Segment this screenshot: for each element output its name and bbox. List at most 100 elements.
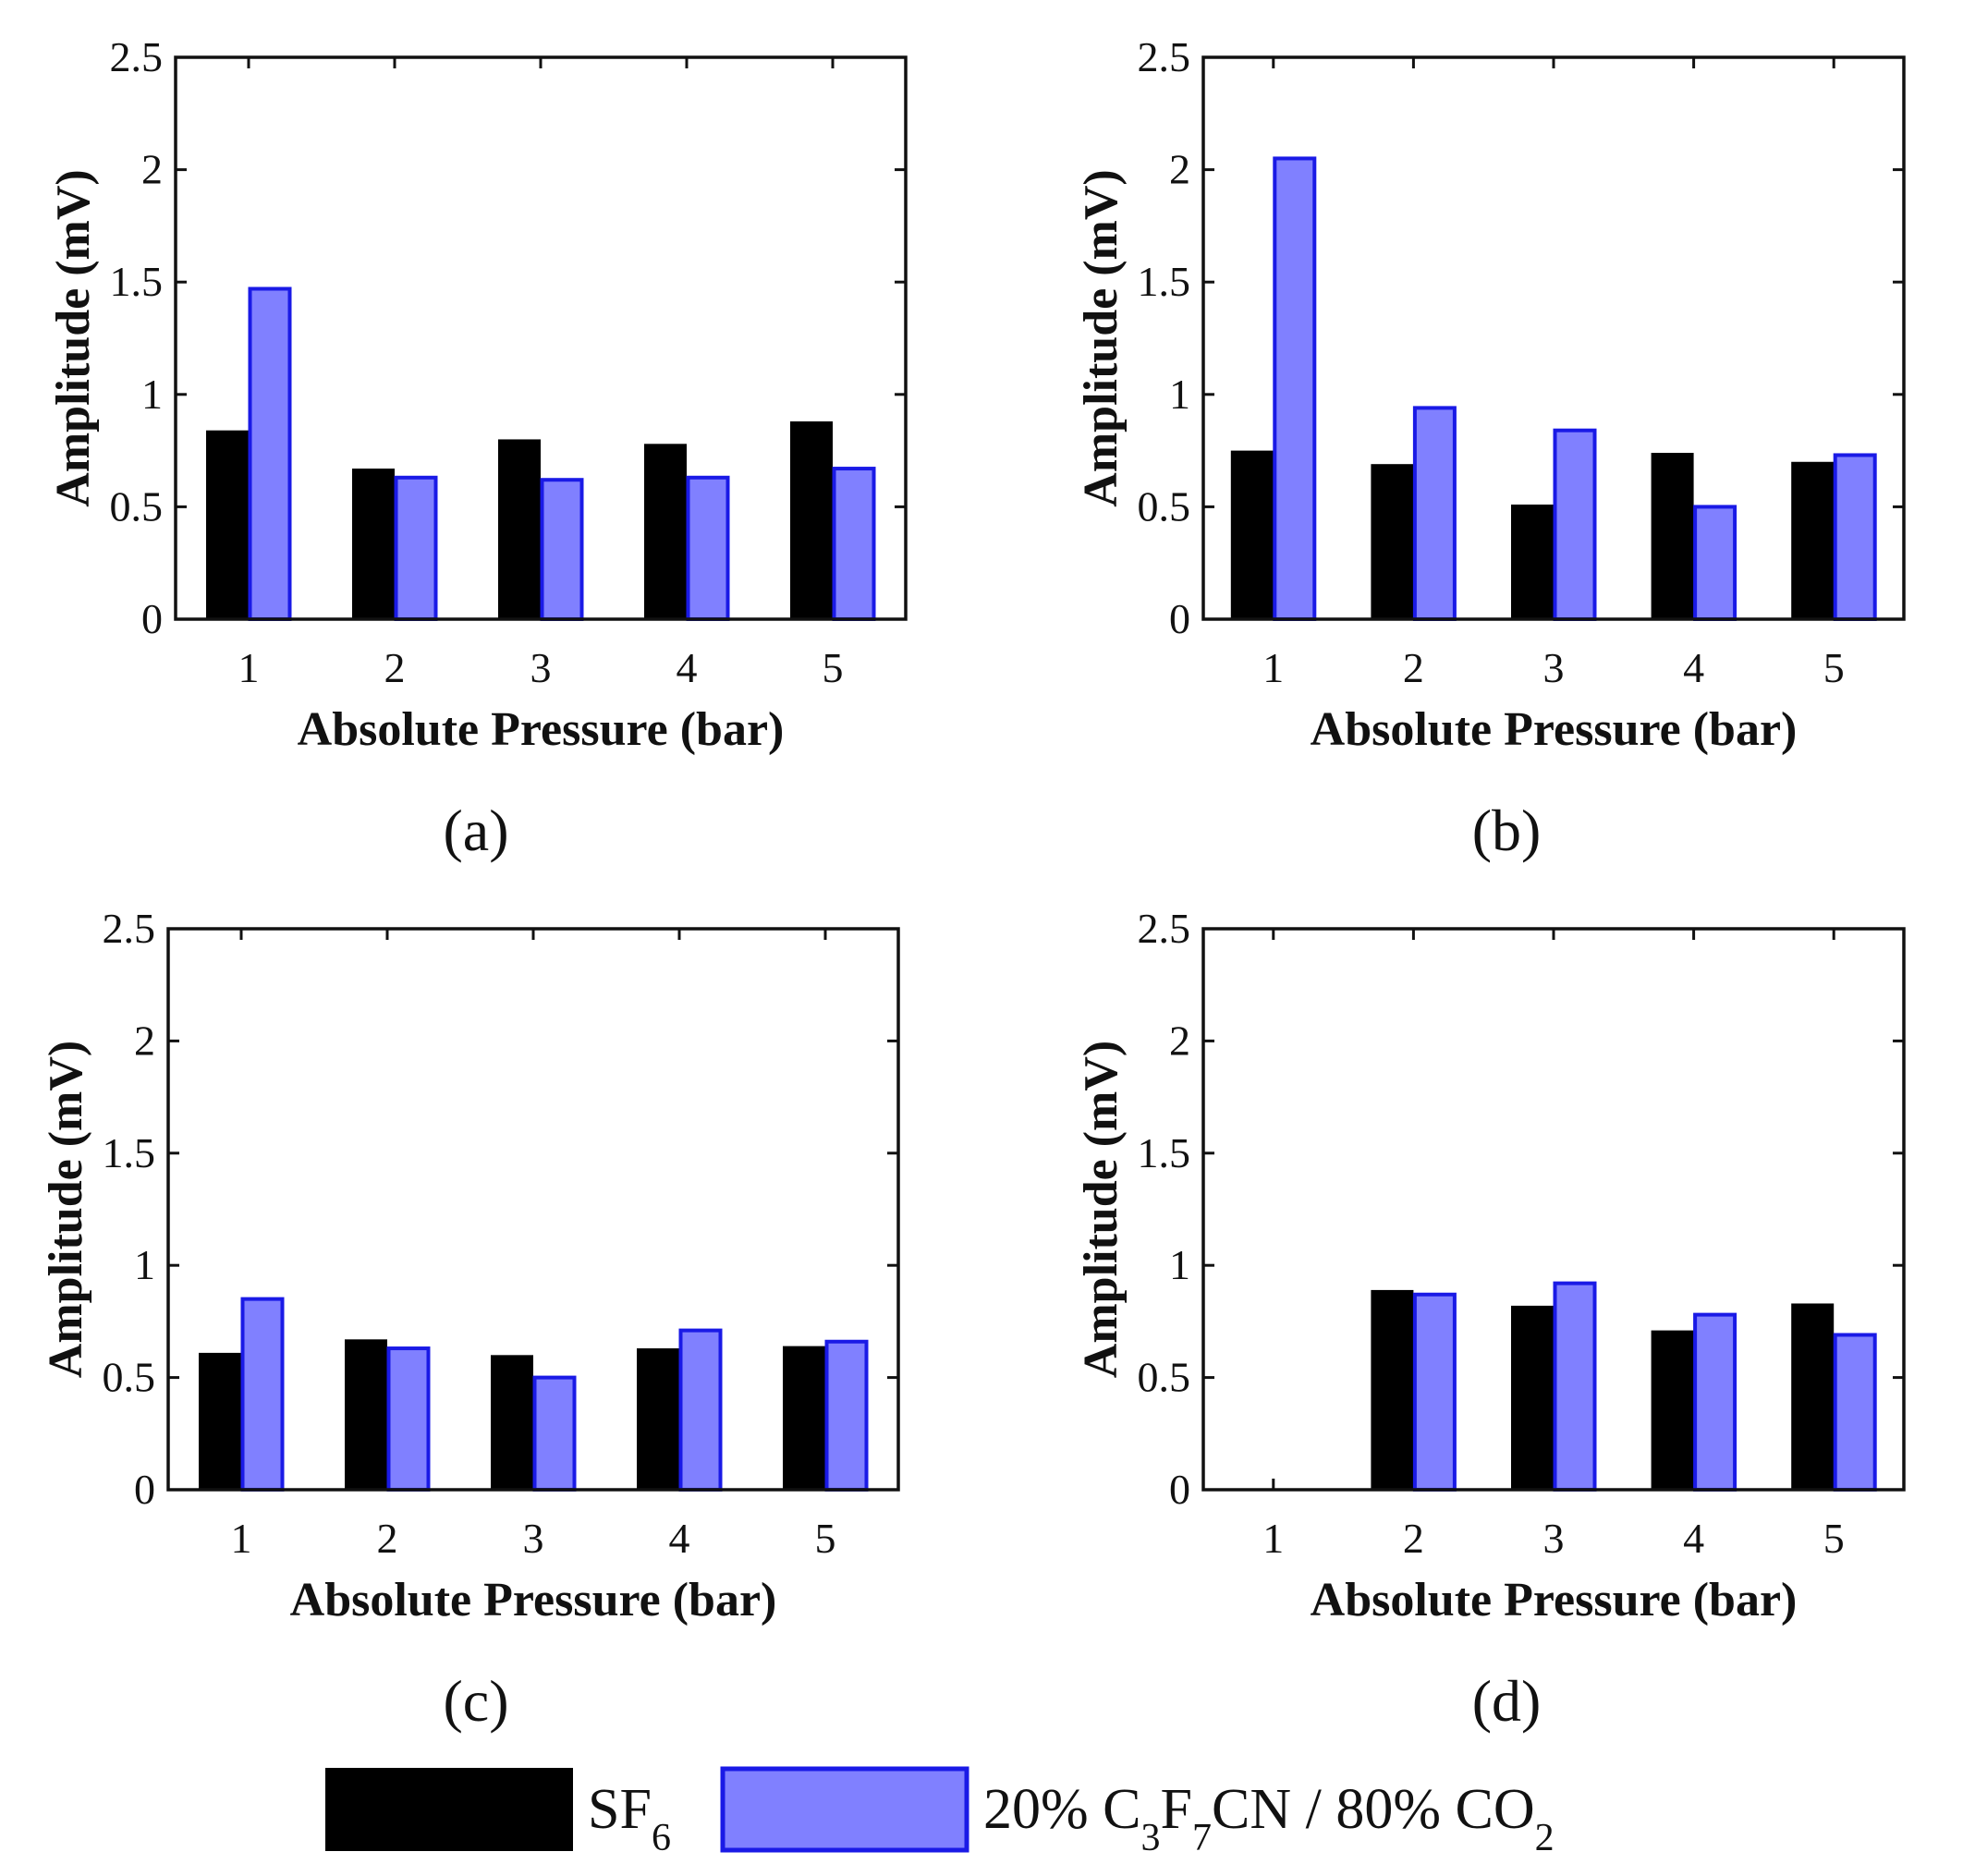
bar-mixture xyxy=(1693,1312,1737,1492)
x-tick-label: 4 xyxy=(1683,644,1704,691)
legend-label-sf6: SF6 xyxy=(588,1778,671,1859)
y-tick-label: 2 xyxy=(134,1017,155,1064)
y-tick-label: 0.5 xyxy=(103,1354,156,1401)
x-tick-label: 3 xyxy=(530,644,552,691)
x-axis-label: Absolute Pressure (bar) xyxy=(298,703,785,756)
x-tick-label: 2 xyxy=(1403,1515,1424,1562)
y-tick-label: 1.5 xyxy=(1138,258,1191,305)
chart-panel-c: 0 0.5 1 1.5 2 2.5 1 2 3 4 5 Absolute Pressure (bar)… xyxy=(40,905,900,1734)
legend-swatch-mixture xyxy=(720,1766,969,1853)
bar-sf6 xyxy=(345,1339,387,1490)
panel-label: (c) xyxy=(443,1668,508,1734)
chart-panel-d: 0 0.5 1 1.5 2 2.5 1 2 3 4 5 Absolute Pressure (bar)… xyxy=(1075,905,1906,1734)
x-tick-label: 1 xyxy=(231,1515,252,1562)
x-tick-label: 5 xyxy=(1823,644,1845,691)
plot-frame xyxy=(1201,927,1906,1492)
bar-sf6 xyxy=(498,439,541,619)
bar-mixture xyxy=(1412,406,1457,621)
bar-sf6 xyxy=(637,1348,679,1490)
x-tick-label: 3 xyxy=(1543,644,1565,691)
bar-sf6 xyxy=(1791,461,1835,619)
x-tick-label: 4 xyxy=(1683,1515,1704,1562)
x-tick-label: 4 xyxy=(669,1515,690,1562)
x-tick-label: 2 xyxy=(384,644,406,691)
bar-sf6 xyxy=(199,1352,241,1490)
panel-label: (b) xyxy=(1472,798,1542,863)
plot-frame xyxy=(1201,55,1906,621)
x-tick-label: 2 xyxy=(377,1515,398,1562)
bar-sf6 xyxy=(1511,504,1554,619)
x-tick-label: 5 xyxy=(823,644,844,691)
y-tick-label: 2.5 xyxy=(1138,33,1191,80)
y-tick-label: 1.5 xyxy=(110,258,164,305)
bar-mixture xyxy=(240,1297,285,1492)
bar-mixture xyxy=(824,1339,869,1492)
bar-sf6 xyxy=(1651,1330,1694,1490)
x-axis-label: Absolute Pressure (bar) xyxy=(1311,703,1798,756)
x-tick-label: 5 xyxy=(1823,1515,1845,1562)
bar-sf6 xyxy=(1791,1303,1835,1490)
y-tick-label: 0 xyxy=(1169,1466,1190,1513)
bar-sf6 xyxy=(206,430,249,619)
y-tick-label: 2.5 xyxy=(1138,905,1191,952)
y-tick-label: 0 xyxy=(141,595,163,642)
y-tick-label: 1 xyxy=(1169,371,1190,418)
x-axis-label: Absolute Pressure (bar) xyxy=(1311,1574,1798,1626)
bar-mixture xyxy=(1273,156,1317,621)
y-axis-label: Amplitude (mV) xyxy=(47,169,100,506)
bar-mixture xyxy=(678,1328,723,1492)
bar-sf6 xyxy=(783,1346,825,1490)
legend-swatch-sf6 xyxy=(325,1768,573,1851)
x-tick-label: 5 xyxy=(815,1515,836,1562)
y-tick-label: 0 xyxy=(134,1466,155,1513)
y-tick-label: 2 xyxy=(1169,1017,1190,1064)
bar-mixture xyxy=(1693,505,1737,622)
y-tick-label: 2.5 xyxy=(103,905,156,952)
y-tick-label: 0.5 xyxy=(1138,482,1191,530)
y-tick-label: 0 xyxy=(1169,595,1190,642)
bar-mixture xyxy=(1553,1281,1597,1492)
bar-sf6 xyxy=(491,1355,533,1490)
y-tick-label: 2 xyxy=(1169,146,1190,193)
bar-mixture xyxy=(248,286,292,621)
bar-sf6 xyxy=(1511,1305,1554,1490)
y-tick-label: 1 xyxy=(141,371,163,418)
bar-mixture xyxy=(686,475,730,621)
bar-mixture xyxy=(540,478,584,621)
x-tick-label: 1 xyxy=(1262,644,1284,691)
bar-sf6 xyxy=(1651,453,1694,619)
bar-sf6 xyxy=(790,420,833,619)
y-axis-label: Amplitude (mV) xyxy=(40,1041,92,1378)
plot-frame xyxy=(174,55,908,621)
x-tick-label: 3 xyxy=(1543,1515,1565,1562)
plot-frame xyxy=(166,927,900,1492)
bar-mixture xyxy=(1412,1292,1457,1492)
bar-sf6 xyxy=(1371,1289,1414,1490)
y-axis-label: Amplitude (mV) xyxy=(1075,169,1128,506)
bar-mixture xyxy=(1553,428,1597,621)
y-tick-label: 0.5 xyxy=(110,482,164,530)
legend-label-mixture: 20% C3F7CN / 80% CO2 xyxy=(983,1778,1555,1859)
bar-mixture xyxy=(1833,453,1877,621)
bar-sf6 xyxy=(1371,464,1414,619)
chart-panel-b: 0 0.5 1 1.5 2 2.5 1 2 3 4 5 Absolute Pressure (bar)… xyxy=(1075,33,1906,863)
bar-sf6 xyxy=(352,469,395,619)
x-tick-label: 4 xyxy=(677,644,698,691)
y-axis-label: Amplitude (mV) xyxy=(1075,1041,1128,1378)
chart-panel-a: 0 0.5 1 1.5 2 2.5 1 2 3 4 5 Absolute Pressure (bar)… xyxy=(47,33,908,863)
y-tick-label: 1 xyxy=(1169,1241,1190,1288)
panel-label: (d) xyxy=(1472,1668,1542,1734)
bar-mixture xyxy=(1833,1333,1877,1492)
x-tick-label: 3 xyxy=(523,1515,544,1562)
y-tick-label: 1.5 xyxy=(103,1129,156,1176)
bar-mixture xyxy=(394,475,438,621)
x-tick-label: 2 xyxy=(1403,644,1424,691)
y-tick-label: 0.5 xyxy=(1138,1354,1191,1401)
x-tick-label: 1 xyxy=(1262,1515,1284,1562)
y-tick-label: 2 xyxy=(141,146,163,193)
bar-sf6 xyxy=(1230,450,1274,619)
bar-mixture xyxy=(386,1346,431,1492)
y-tick-label: 1 xyxy=(134,1241,155,1288)
y-tick-label: 1.5 xyxy=(1138,1129,1191,1176)
